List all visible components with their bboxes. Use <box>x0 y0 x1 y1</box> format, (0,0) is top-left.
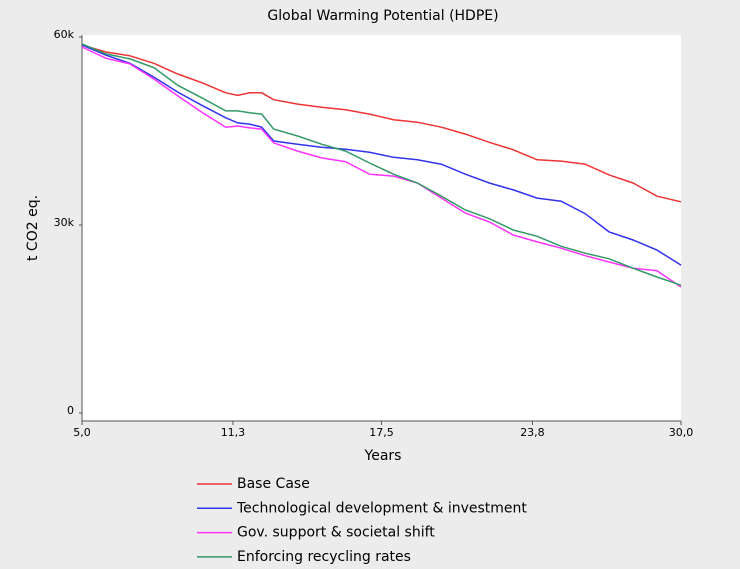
series-line <box>81 43 682 286</box>
y-tick-label: 0 <box>67 404 74 417</box>
x-tick-label: 17,5 <box>369 426 394 439</box>
legend-label: Enforcing recycling rates <box>237 549 411 565</box>
x-tick-label: 11,3 <box>221 426 246 439</box>
y-tick-label: 30k <box>54 216 75 229</box>
series-line <box>81 44 682 266</box>
chart-title: Global Warming Potential (HDPE) <box>267 8 498 24</box>
x-tick-label: 23,8 <box>520 426 545 439</box>
legend-label: Technological development & investment <box>236 500 527 516</box>
series-line <box>81 46 682 288</box>
legend-label: Gov. support & societal shift <box>237 525 435 541</box>
legend-label: Base Case <box>237 476 310 492</box>
y-tick-label: 60k <box>54 28 75 41</box>
series-line <box>81 44 682 203</box>
plot-area <box>82 35 681 421</box>
y-axis-label: t CO2 eq. <box>25 195 41 261</box>
x-tick-label: 5,0 <box>73 426 91 439</box>
x-axis-label: Years <box>364 448 402 464</box>
x-tick-label: 30,0 <box>669 426 694 439</box>
